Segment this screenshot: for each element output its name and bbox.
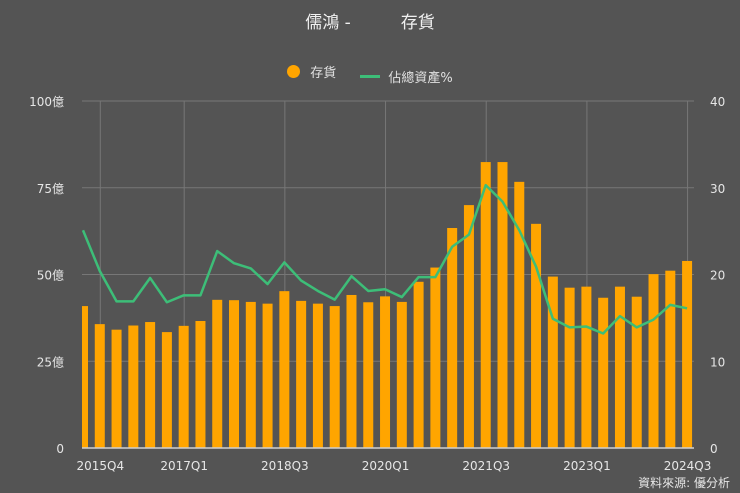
y2-axis-tick-label: 0 (710, 442, 718, 456)
y-axis-tick-label: 0 (56, 442, 64, 456)
bar (564, 287, 575, 448)
bar (581, 286, 592, 448)
y-axis-tick-label: 50億 (37, 269, 64, 283)
legend-item-ratio[interactable]: 佔總資產% (360, 67, 453, 86)
y2-axis-tick-label: 30 (710, 182, 725, 196)
axes: 0 0 25億 10 50億 20 75億 30 100億 40 2015Q4 2017Q1 2018Q… (29, 95, 725, 473)
bar (682, 260, 693, 448)
chart-title-metric: 存貨 (400, 13, 435, 33)
legend: 存貨 佔總資產% (0, 62, 740, 86)
bar (363, 302, 374, 448)
bar (413, 281, 424, 448)
ratio-line (81, 183, 688, 335)
ratio-polyline (81, 183, 688, 335)
y2-axis-tick-label: 40 (710, 95, 725, 109)
bar (145, 322, 156, 448)
bar (262, 303, 273, 448)
bar (82, 306, 88, 448)
x-axis-tick-label: 2018Q3 (261, 459, 309, 473)
bar (497, 162, 508, 448)
y-axis-tick-label: 100億 (29, 95, 64, 109)
legend-label-ratio: 佔總資產% (388, 71, 453, 86)
y-axis-tick-label: 25億 (37, 355, 64, 369)
x-axis-tick-label: 2023Q1 (563, 459, 611, 473)
bar (665, 270, 676, 448)
data-source: 資料來源: 優分析 (638, 476, 730, 490)
x-axis-tick-label: 2021Q3 (462, 459, 510, 473)
inventory-bars (82, 162, 693, 448)
chart-title: 儒鴻 - 存貨 (0, 8, 740, 33)
bar (463, 205, 474, 448)
x-axis-tick-label: 2024Q3 (664, 459, 712, 473)
bar (212, 299, 223, 448)
bar (614, 286, 625, 448)
bar (396, 301, 407, 448)
bar (245, 301, 256, 448)
bar (430, 267, 441, 448)
bar (111, 329, 122, 448)
legend-label-inventory: 存貨 (310, 66, 337, 81)
bar (346, 294, 357, 448)
bar-legend-icon (287, 65, 301, 78)
bar (531, 223, 542, 448)
bar (648, 274, 659, 448)
x-axis-tick-label: 2017Q1 (160, 459, 208, 473)
y2-axis-tick-label: 10 (710, 355, 725, 369)
bar (447, 228, 458, 448)
bar (296, 300, 307, 448)
bar (195, 320, 206, 448)
bar (161, 332, 172, 448)
y-axis-tick-label: 75億 (37, 182, 64, 196)
bar (329, 306, 340, 448)
bar (279, 291, 290, 448)
bar (631, 296, 642, 448)
bar (178, 325, 189, 448)
bar (514, 181, 525, 448)
bar (547, 276, 558, 448)
x-axis-tick-label: 2015Q4 (76, 459, 124, 473)
y2-axis-tick-label: 20 (710, 269, 725, 283)
legend-item-inventory[interactable]: 存貨 (287, 62, 336, 81)
bar (480, 162, 491, 448)
bar (128, 325, 139, 448)
bar (229, 300, 240, 448)
bar (312, 303, 323, 448)
bar (598, 297, 609, 448)
bar (94, 324, 105, 448)
chart-title-company: 儒鴻 - (305, 13, 351, 33)
x-axis-tick-label: 2020Q1 (362, 459, 410, 473)
line-legend-icon (360, 75, 381, 78)
bar (380, 296, 391, 448)
